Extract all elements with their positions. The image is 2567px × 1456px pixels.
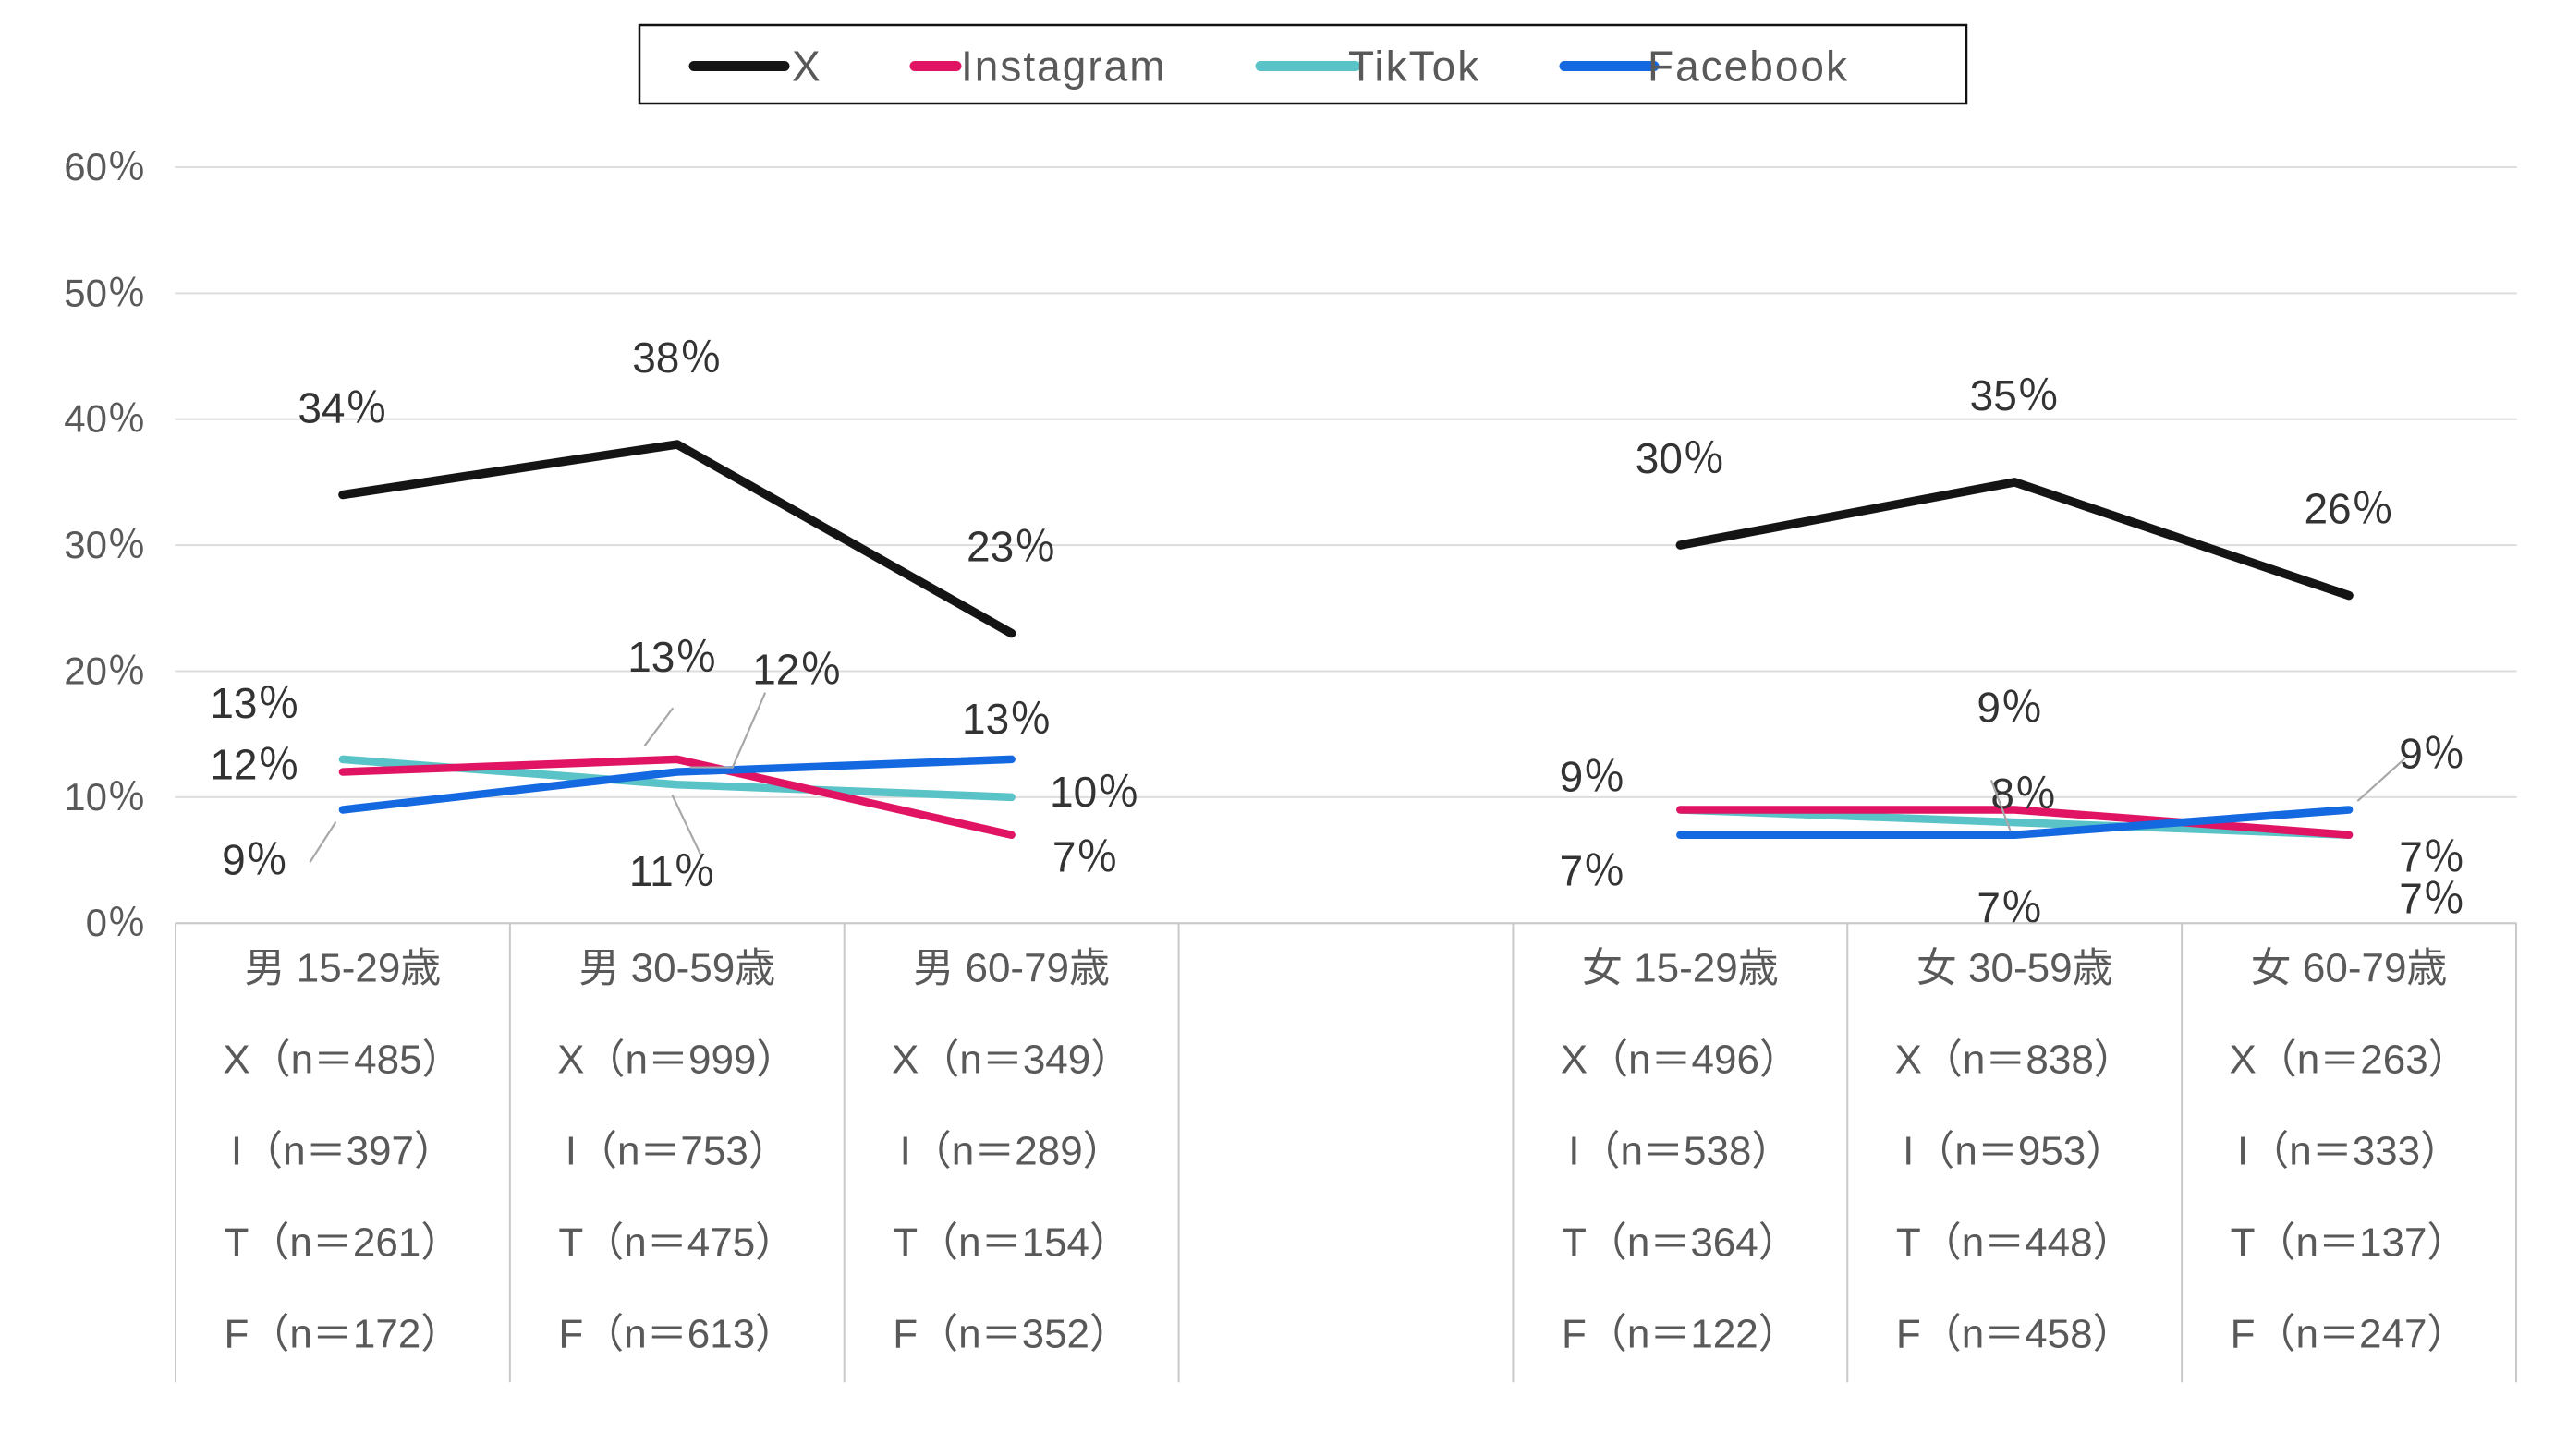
svg-text:男 15-29歳: 男 15-29歳 (245, 946, 442, 991)
svg-text:I（n＝289）: I（n＝289） (900, 1129, 1124, 1174)
svg-text:40％: 40％ (64, 397, 146, 441)
svg-text:34％: 34％ (298, 384, 387, 432)
svg-text:T（n＝475）: T（n＝475） (558, 1220, 796, 1266)
svg-text:I（n＝538）: I（n＝538） (1568, 1129, 1792, 1174)
svg-text:9％: 9％ (1977, 683, 2043, 731)
svg-text:F（n＝613）: F（n＝613） (558, 1312, 796, 1357)
svg-text:13％: 13％ (627, 633, 717, 681)
svg-text:X（n＝999）: X（n＝999） (557, 1037, 797, 1083)
svg-text:30％: 30％ (1636, 434, 1725, 482)
svg-text:23％: 23％ (967, 523, 1056, 571)
svg-text:X（n＝263）: X（n＝263） (2229, 1037, 2468, 1083)
svg-text:9％: 9％ (222, 835, 288, 883)
svg-text:Instagram: Instagram (961, 42, 1167, 91)
svg-text:26％: 26％ (2304, 485, 2393, 533)
svg-text:60％: 60％ (64, 145, 146, 188)
svg-text:X（n＝496）: X（n＝496） (1561, 1037, 1800, 1083)
svg-text:女 30-59歳: 女 30-59歳 (1916, 946, 2113, 991)
svg-text:T（n＝154）: T（n＝154） (893, 1220, 1130, 1266)
svg-text:男 30-59歳: 男 30-59歳 (578, 946, 775, 991)
svg-text:X（n＝838）: X（n＝838） (1895, 1037, 2135, 1083)
svg-text:13％: 13％ (962, 695, 1052, 743)
svg-text:7％: 7％ (1560, 847, 1626, 895)
svg-text:F（n＝122）: F（n＝122） (1562, 1312, 1799, 1357)
svg-text:7％: 7％ (1977, 884, 2043, 932)
svg-text:9％: 9％ (2399, 729, 2465, 777)
svg-text:I（n＝753）: I（n＝753） (566, 1129, 789, 1174)
svg-text:女 60-79歳: 女 60-79歳 (2251, 946, 2448, 991)
svg-text:F（n＝458）: F（n＝458） (1896, 1312, 2134, 1357)
svg-text:11％: 11％ (629, 847, 716, 895)
svg-text:12％: 12％ (752, 646, 842, 694)
svg-text:T（n＝261）: T（n＝261） (225, 1220, 462, 1266)
svg-text:I（n＝333）: I（n＝333） (2237, 1129, 2461, 1174)
svg-text:0％: 0％ (86, 901, 146, 944)
svg-text:T（n＝448）: T（n＝448） (1896, 1220, 2134, 1266)
svg-text:38％: 38％ (632, 334, 722, 382)
svg-text:X（n＝485）: X（n＝485） (223, 1037, 462, 1083)
svg-text:F（n＝172）: F（n＝172） (225, 1312, 462, 1357)
svg-text:10％: 10％ (1050, 768, 1139, 816)
svg-text:男 60-79歳: 男 60-79歳 (913, 946, 1110, 991)
svg-text:F（n＝352）: F（n＝352） (893, 1312, 1130, 1357)
svg-text:7％: 7％ (1052, 833, 1119, 881)
svg-text:30％: 30％ (64, 523, 146, 566)
svg-text:女 15-29歳: 女 15-29歳 (1582, 946, 1779, 991)
svg-text:8％: 8％ (1990, 770, 2057, 818)
svg-text:X（n＝349）: X（n＝349） (892, 1037, 1131, 1083)
svg-text:35％: 35％ (1970, 371, 2060, 419)
svg-text:7％: 7％ (2399, 875, 2465, 923)
svg-text:X: X (792, 42, 822, 91)
svg-text:50％: 50％ (64, 271, 146, 314)
svg-text:T（n＝137）: T（n＝137） (2231, 1220, 2468, 1266)
svg-text:12％: 12％ (210, 741, 299, 789)
svg-text:9％: 9％ (1560, 752, 1626, 800)
svg-text:F（n＝247）: F（n＝247） (2231, 1312, 2468, 1357)
svg-text:I（n＝397）: I（n＝397） (231, 1129, 455, 1174)
svg-text:T（n＝364）: T（n＝364） (1562, 1220, 1799, 1266)
svg-text:13％: 13％ (210, 679, 299, 727)
svg-text:10％: 10％ (64, 775, 146, 819)
svg-text:TikTok: TikTok (1348, 42, 1480, 91)
svg-text:20％: 20％ (64, 649, 146, 692)
svg-text:Facebook: Facebook (1648, 42, 1849, 91)
svg-text:I（n＝953）: I（n＝953） (1903, 1129, 2126, 1174)
